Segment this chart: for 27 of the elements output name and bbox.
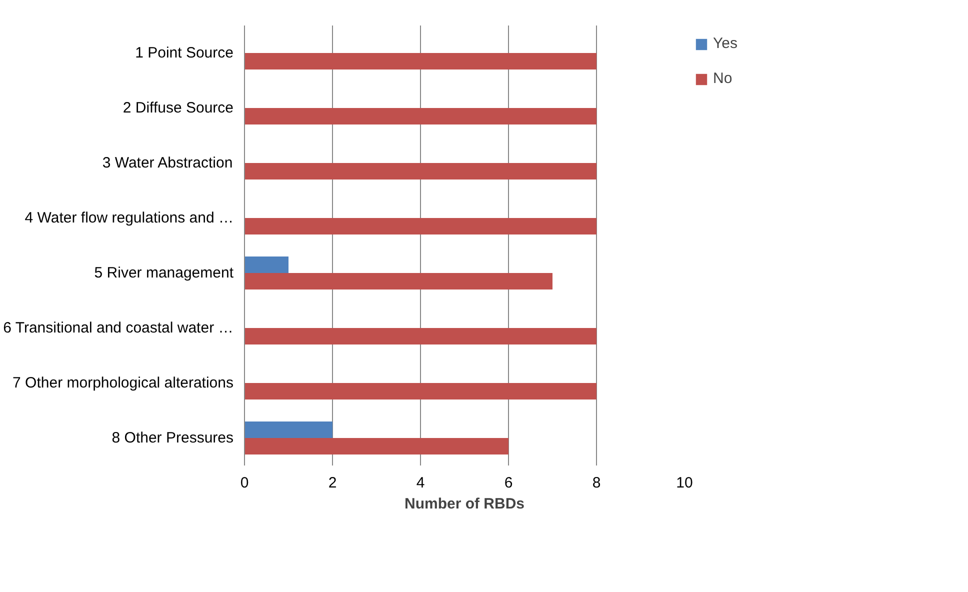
x-tick-label: 0 — [240, 474, 249, 492]
bar — [244, 328, 596, 344]
y-tick-label: 2 Diffuse Source — [122, 100, 234, 116]
bar — [244, 422, 332, 438]
bar — [244, 383, 596, 400]
y-tick-label: 3 Water Abstraction — [102, 154, 233, 172]
bar — [244, 108, 596, 124]
x-tick-label: 8 — [592, 474, 601, 492]
bar — [244, 438, 508, 454]
x-tick-label: 2 — [328, 474, 337, 492]
x-axis-title: Number of RBDs — [404, 496, 525, 512]
y-tick-label: 7 Other morphological alterations — [12, 374, 234, 392]
x-tick-label: 10 — [676, 474, 693, 492]
x-tick-label: 6 — [504, 474, 513, 492]
bar — [244, 163, 596, 180]
bar — [244, 218, 596, 234]
y-tick-label: 1 Point Source — [135, 44, 234, 62]
bar — [244, 273, 552, 290]
x-tick-label: 4 — [416, 474, 425, 492]
legend-label: No — [713, 70, 733, 87]
y-tick-label: 4 Water flow regulations and … — [24, 210, 234, 226]
bar — [244, 53, 596, 70]
y-tick-label: 6 Transitional and coastal water … — [3, 320, 234, 336]
y-tick-label: 8 Other Pressures — [112, 430, 234, 446]
bar — [244, 256, 288, 273]
y-tick-label: 5 River management — [94, 264, 234, 282]
legend-label: Yes — [713, 35, 738, 52]
